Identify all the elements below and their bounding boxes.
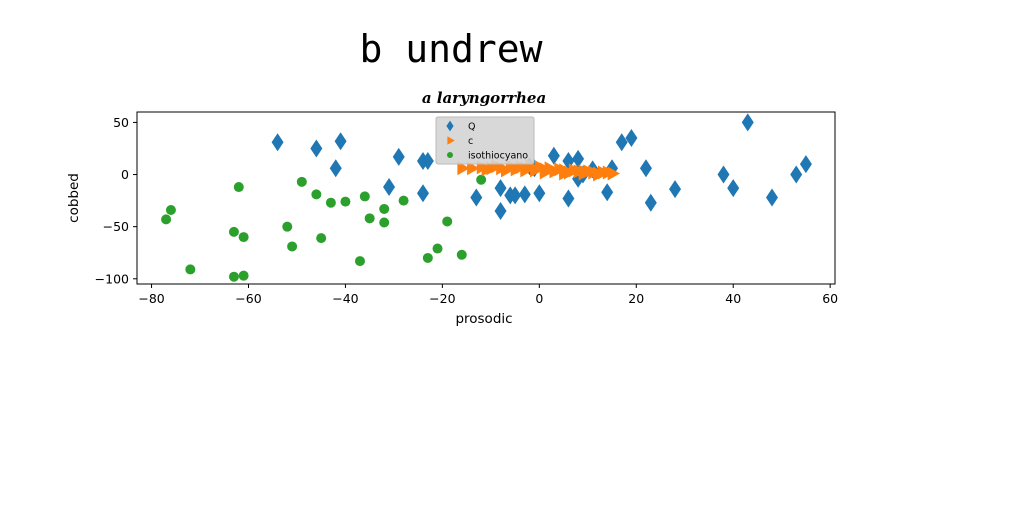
data-point xyxy=(533,184,546,203)
data-point xyxy=(476,174,487,185)
legend-marker xyxy=(446,120,454,132)
data-point xyxy=(416,184,429,203)
data-point xyxy=(625,129,638,148)
data-point xyxy=(422,252,433,263)
series-triangle-right xyxy=(457,159,621,182)
y-axis: 50 0 −50 −100 xyxy=(95,115,137,286)
data-point xyxy=(727,179,740,198)
data-point xyxy=(518,185,531,204)
data-point xyxy=(398,195,409,206)
legend-label: isothiocyano xyxy=(468,151,528,162)
data-point xyxy=(329,159,342,178)
data-point xyxy=(392,147,405,166)
x-tick-label: −40 xyxy=(332,291,358,306)
data-point xyxy=(717,165,730,184)
y-tick-label: 0 xyxy=(121,167,129,182)
data-point xyxy=(520,163,533,178)
data-point xyxy=(572,149,585,168)
data-point xyxy=(334,132,347,151)
data-point xyxy=(442,216,453,227)
data-point xyxy=(559,166,572,181)
x-tick-label: −20 xyxy=(429,291,455,306)
data-point xyxy=(481,162,494,177)
legend-marker xyxy=(447,136,455,145)
data-point xyxy=(593,167,606,182)
x-tick-label: 60 xyxy=(822,291,838,306)
x-tick-label: 0 xyxy=(535,291,543,306)
x-tick-label: 40 xyxy=(725,291,741,306)
chart-title: a laryngorrhea xyxy=(422,89,546,107)
data-point xyxy=(494,202,507,221)
data-point xyxy=(562,189,575,208)
legend-label: c xyxy=(468,136,473,147)
x-tick-label: −80 xyxy=(138,291,164,306)
x-tick-label: −60 xyxy=(235,291,261,306)
data-point xyxy=(578,164,591,179)
data-point xyxy=(364,213,375,224)
data-point xyxy=(310,139,323,158)
data-point xyxy=(325,197,336,208)
data-point xyxy=(354,256,365,267)
data-point xyxy=(601,183,614,202)
data-point xyxy=(316,233,327,244)
data-point xyxy=(607,166,621,181)
data-point xyxy=(457,161,470,176)
data-point xyxy=(296,176,307,187)
data-point xyxy=(639,159,652,178)
figure-suptitle: b undrew xyxy=(359,27,542,71)
data-points xyxy=(161,113,812,282)
data-point xyxy=(615,133,628,152)
y-tick-label: 50 xyxy=(113,115,129,130)
data-point xyxy=(383,178,396,197)
data-point xyxy=(233,182,244,193)
data-point xyxy=(287,241,298,252)
data-point xyxy=(340,196,351,207)
legend-marker xyxy=(447,152,453,158)
data-point xyxy=(456,249,467,260)
data-point xyxy=(359,191,370,202)
series-circle xyxy=(161,174,487,282)
data-point xyxy=(799,155,812,174)
data-point xyxy=(161,214,172,225)
data-point xyxy=(228,271,239,282)
data-point xyxy=(539,165,553,180)
x-tick-label: 20 xyxy=(628,291,644,306)
data-point xyxy=(644,193,657,212)
data-point xyxy=(238,270,249,281)
data-point xyxy=(500,163,514,178)
data-point xyxy=(470,188,483,207)
legend-label: Q xyxy=(468,122,475,133)
data-point xyxy=(379,217,390,228)
data-point xyxy=(379,203,390,214)
data-point xyxy=(547,146,560,165)
data-point xyxy=(421,151,434,170)
y-axis-label: cobbed xyxy=(66,173,82,223)
y-tick-label: −100 xyxy=(95,271,129,286)
x-axis: −80 −60 −40 −20 0 20 40 60 xyxy=(138,284,838,306)
data-point xyxy=(741,113,754,132)
x-axis-label: prosodic xyxy=(455,311,512,327)
plot-frame xyxy=(136,111,836,285)
legend: Qc isothiocyano xyxy=(435,116,535,165)
data-point xyxy=(432,243,443,254)
data-point xyxy=(311,189,322,200)
data-point xyxy=(509,186,522,205)
data-point xyxy=(238,232,249,243)
data-point xyxy=(765,188,778,207)
data-point xyxy=(790,165,803,184)
data-point xyxy=(494,179,507,198)
data-point xyxy=(228,226,239,237)
y-tick-label: −50 xyxy=(103,219,129,234)
data-point xyxy=(185,264,196,275)
data-point xyxy=(282,221,293,232)
legend-box xyxy=(435,116,535,165)
data-point xyxy=(467,161,480,176)
data-point xyxy=(669,180,682,199)
data-point xyxy=(165,204,176,215)
data-point xyxy=(271,133,284,152)
